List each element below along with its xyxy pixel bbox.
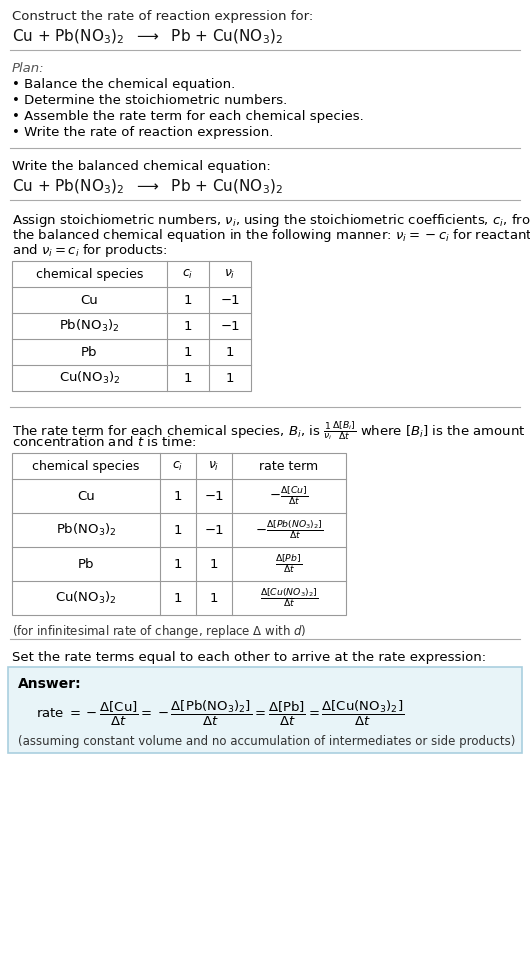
Text: −1: −1 bbox=[220, 294, 240, 306]
Text: 1: 1 bbox=[174, 557, 182, 571]
Text: $\nu_i$: $\nu_i$ bbox=[224, 267, 236, 280]
Text: 1: 1 bbox=[226, 346, 234, 358]
Text: $\frac{\Delta[Cu(NO_3)_2]}{\Delta t}$: $\frac{\Delta[Cu(NO_3)_2]}{\Delta t}$ bbox=[260, 587, 318, 609]
Text: Write the balanced chemical equation:: Write the balanced chemical equation: bbox=[12, 160, 271, 173]
Text: Cu: Cu bbox=[81, 294, 99, 306]
Text: Construct the rate of reaction expression for:: Construct the rate of reaction expressio… bbox=[12, 10, 313, 23]
Text: 1: 1 bbox=[184, 372, 192, 385]
Text: Plan:: Plan: bbox=[12, 62, 45, 75]
Text: $\nu_i$: $\nu_i$ bbox=[208, 460, 220, 472]
Text: and $\nu_i = c_i$ for products:: and $\nu_i = c_i$ for products: bbox=[12, 242, 167, 259]
Text: Answer:: Answer: bbox=[18, 677, 82, 691]
Text: • Assemble the rate term for each chemical species.: • Assemble the rate term for each chemic… bbox=[12, 110, 364, 123]
Text: −1: −1 bbox=[220, 319, 240, 333]
Text: −1: −1 bbox=[204, 490, 224, 503]
Text: 1: 1 bbox=[174, 523, 182, 537]
Text: 1: 1 bbox=[184, 346, 192, 358]
Text: Cu(NO$_3$)$_2$: Cu(NO$_3$)$_2$ bbox=[59, 370, 120, 386]
Text: Cu + Pb(NO$_3$)$_2$  $\longrightarrow$  Pb + Cu(NO$_3$)$_2$: Cu + Pb(NO$_3$)$_2$ $\longrightarrow$ Pb… bbox=[12, 28, 283, 47]
Text: $\frac{\Delta[Pb]}{\Delta t}$: $\frac{\Delta[Pb]}{\Delta t}$ bbox=[276, 553, 303, 575]
Text: $-\frac{\Delta[Pb(NO_3)_2]}{\Delta t}$: $-\frac{\Delta[Pb(NO_3)_2]}{\Delta t}$ bbox=[255, 518, 323, 542]
Text: 1: 1 bbox=[210, 591, 218, 604]
Text: Pb: Pb bbox=[81, 346, 98, 358]
Bar bbox=[8, 667, 522, 753]
Text: The rate term for each chemical species, $B_i$, is $\frac{1}{\nu_i}\frac{\Delta[: The rate term for each chemical species,… bbox=[12, 419, 525, 442]
Text: Pb(NO$_3$)$_2$: Pb(NO$_3$)$_2$ bbox=[59, 318, 120, 334]
Text: Set the rate terms equal to each other to arrive at the rate expression:: Set the rate terms equal to each other t… bbox=[12, 651, 486, 664]
Text: concentration and $t$ is time:: concentration and $t$ is time: bbox=[12, 435, 196, 449]
Text: Cu(NO$_3$)$_2$: Cu(NO$_3$)$_2$ bbox=[55, 590, 117, 606]
Text: • Determine the stoichiometric numbers.: • Determine the stoichiometric numbers. bbox=[12, 94, 287, 107]
Text: −1: −1 bbox=[204, 523, 224, 537]
Text: Pb: Pb bbox=[78, 557, 94, 571]
Text: 1: 1 bbox=[226, 372, 234, 385]
Text: $c_i$: $c_i$ bbox=[172, 460, 183, 472]
Bar bbox=[12, 453, 346, 615]
Text: • Balance the chemical equation.: • Balance the chemical equation. bbox=[12, 78, 235, 91]
Text: 1: 1 bbox=[174, 591, 182, 604]
Text: Cu: Cu bbox=[77, 490, 95, 503]
Bar bbox=[12, 261, 251, 391]
Text: 1: 1 bbox=[174, 490, 182, 503]
Text: rate term: rate term bbox=[260, 460, 319, 472]
Text: chemical species: chemical species bbox=[32, 460, 140, 472]
Text: $c_i$: $c_i$ bbox=[182, 267, 193, 280]
Text: (for infinitesimal rate of change, replace Δ with $d$): (for infinitesimal rate of change, repla… bbox=[12, 623, 306, 640]
Text: Assign stoichiometric numbers, $\nu_i$, using the stoichiometric coefficients, $: Assign stoichiometric numbers, $\nu_i$, … bbox=[12, 212, 530, 229]
Text: 1: 1 bbox=[184, 294, 192, 306]
Text: the balanced chemical equation in the following manner: $\nu_i = -c_i$ for react: the balanced chemical equation in the fo… bbox=[12, 227, 530, 244]
Text: (assuming constant volume and no accumulation of intermediates or side products): (assuming constant volume and no accumul… bbox=[18, 735, 515, 748]
Text: Cu + Pb(NO$_3$)$_2$  $\longrightarrow$  Pb + Cu(NO$_3$)$_2$: Cu + Pb(NO$_3$)$_2$ $\longrightarrow$ Pb… bbox=[12, 178, 283, 196]
Text: Pb(NO$_3$)$_2$: Pb(NO$_3$)$_2$ bbox=[56, 522, 116, 538]
Text: • Write the rate of reaction expression.: • Write the rate of reaction expression. bbox=[12, 126, 273, 139]
Text: $-\frac{\Delta[Cu]}{\Delta t}$: $-\frac{\Delta[Cu]}{\Delta t}$ bbox=[269, 485, 308, 508]
Text: rate $= -\dfrac{\Delta[\mathrm{Cu}]}{\Delta t} = -\dfrac{\Delta[\mathrm{Pb(NO_3): rate $= -\dfrac{\Delta[\mathrm{Cu}]}{\De… bbox=[36, 699, 404, 728]
Text: 1: 1 bbox=[210, 557, 218, 571]
Text: chemical species: chemical species bbox=[36, 267, 143, 280]
Text: 1: 1 bbox=[184, 319, 192, 333]
